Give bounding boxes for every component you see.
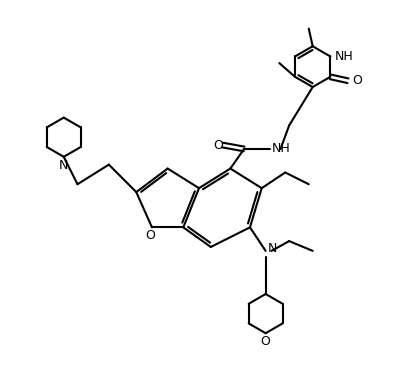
Text: NH: NH <box>334 50 353 63</box>
Text: N: N <box>267 242 277 256</box>
Text: O: O <box>214 138 224 152</box>
Text: O: O <box>145 229 155 243</box>
Text: O: O <box>353 74 363 87</box>
Text: NH: NH <box>271 142 290 156</box>
Text: N: N <box>59 159 68 172</box>
Text: O: O <box>261 335 271 348</box>
